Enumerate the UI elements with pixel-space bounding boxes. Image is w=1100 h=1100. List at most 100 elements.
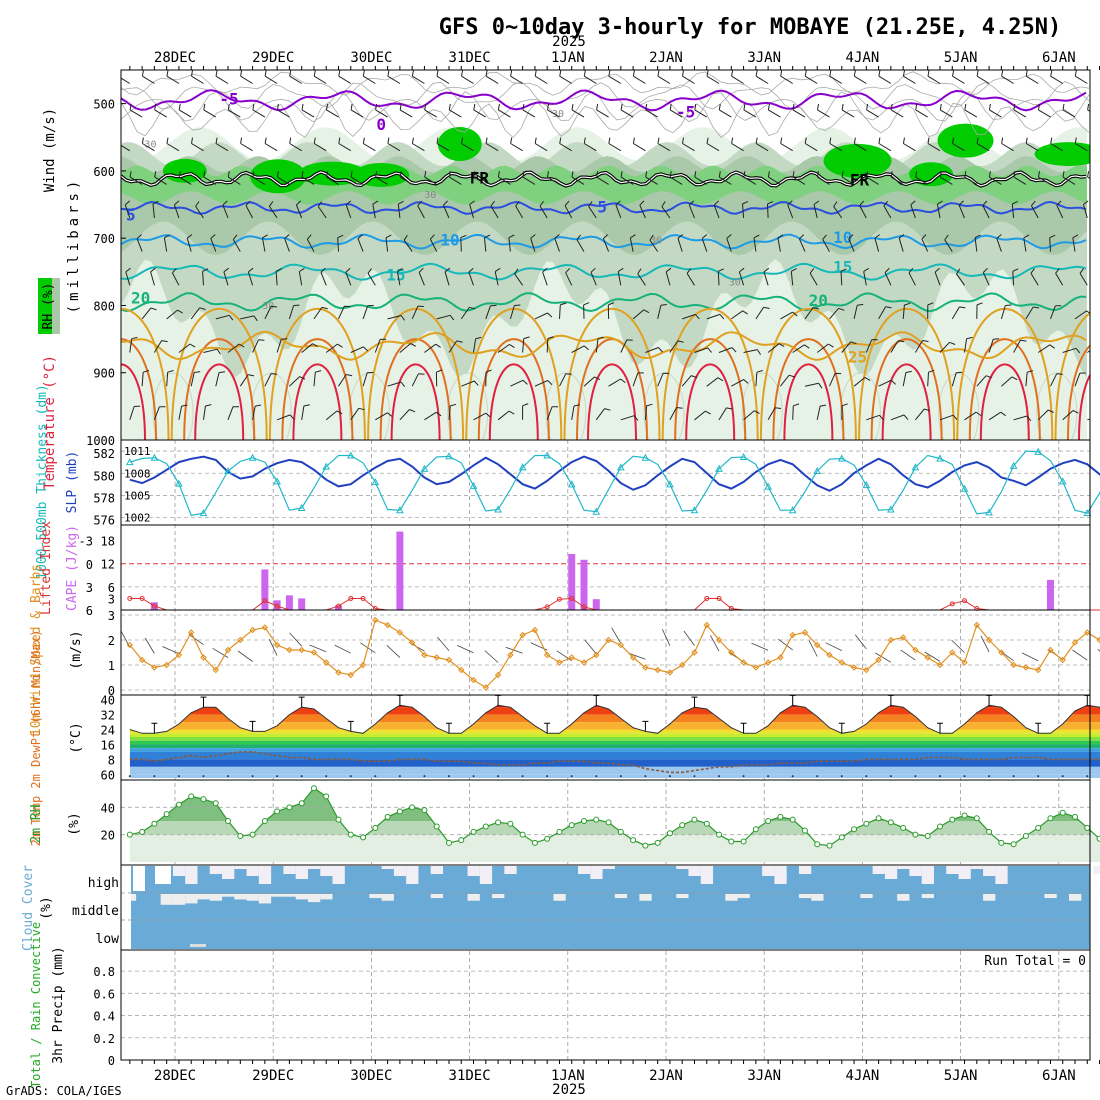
rh2m-marker: [274, 808, 281, 815]
wind-barb: [417, 200, 425, 219]
isotherm-35-arch: [390, 363, 441, 440]
cloud-background: [131, 866, 1090, 949]
slp-ytick: 1011: [124, 445, 151, 458]
isotherm-35-arch: [881, 363, 932, 440]
cloud-mid-gap: [295, 894, 308, 900]
rh-contour-line: [121, 71, 1090, 96]
wind-barb: [883, 200, 892, 219]
wind-barb: [790, 268, 797, 286]
wind-barb: [166, 70, 180, 84]
isotherm-minus5: [121, 89, 1087, 112]
day-label-top: 29DEC: [252, 50, 294, 66]
wind-barb: [629, 234, 636, 252]
wind-barb: [731, 379, 749, 387]
isotherm-label: 5: [126, 206, 136, 225]
rh2m-marker: [1047, 815, 1054, 822]
wind10-marker: [310, 649, 318, 656]
wind-barb: [1049, 234, 1056, 252]
rh2m-marker: [360, 834, 367, 841]
temp-band: [129, 748, 1100, 752]
slp-series-line: [129, 450, 1100, 517]
temp-base-dot: [767, 775, 770, 778]
rh-blob: [1034, 142, 1090, 167]
wind-barb: [301, 404, 310, 420]
temp-minmax-whisker: [495, 694, 502, 706]
temp-minmax-whisker: [200, 696, 207, 708]
wind-barb: [936, 200, 943, 219]
wind-barb: [976, 70, 990, 84]
day-label-top: 28DEC: [154, 50, 196, 66]
wind-barb: [534, 380, 553, 387]
lifted-index-marker: [262, 598, 268, 604]
wind-barb: [252, 404, 262, 420]
wind-barb: [1001, 137, 1014, 152]
wind10-marker: [580, 659, 588, 666]
rh2m-panel: 40 20: [101, 785, 1100, 862]
temp-minmax-whisker: [298, 696, 305, 708]
temp-minmax-whisker: [789, 694, 796, 706]
wind-barb: [448, 403, 457, 420]
temp-base-dot: [619, 775, 622, 778]
panel-frame: [120, 439, 1091, 526]
wind-barb: [195, 201, 204, 219]
wind-barb: [166, 370, 174, 387]
wind10-panel: 3 2 1 0: [108, 609, 1100, 698]
isotherm-25-arch: [563, 307, 661, 440]
wind10-marker: [286, 646, 293, 654]
wind-barb: [686, 268, 695, 286]
wind-barb: [367, 268, 376, 286]
wind10-marker: [470, 676, 477, 684]
wind-barb: [809, 268, 818, 286]
rh2m-marker: [654, 839, 661, 846]
temp-band: [129, 759, 1100, 767]
wind10-barb: [237, 650, 253, 662]
cloud-high-gap: [295, 866, 308, 879]
wind10-marker: [433, 654, 440, 661]
slp-marker: [346, 451, 355, 459]
day-label-bottom: 1JAN: [551, 1068, 585, 1084]
rh2m-marker: [691, 816, 698, 823]
rh-blob: [250, 159, 307, 194]
slp-marker: [1083, 509, 1092, 517]
temp2m-ytick: 8: [108, 753, 115, 767]
wind-barb: [677, 234, 684, 252]
wind-barb: [1030, 268, 1039, 286]
slp-label: SLP (mb): [65, 451, 80, 514]
wind10-marker: [298, 646, 305, 654]
wind10-marker: [838, 659, 845, 666]
wind-barb: [915, 408, 931, 421]
wind-barb: [497, 171, 511, 185]
upper-air-ytick: 500: [93, 98, 115, 112]
wind-barb: [247, 267, 254, 286]
wind10-marker: [1010, 661, 1017, 669]
isotherm-35-arch: [121, 363, 146, 440]
wind-barb: [706, 70, 720, 84]
wind-barb: [974, 234, 981, 252]
wind-barb: [1079, 268, 1088, 286]
wind-barb: [988, 103, 1002, 118]
cloud-high-gap: [983, 866, 996, 876]
wind-barb: [694, 347, 712, 353]
rh2m-marker: [1072, 813, 1079, 820]
day-label-bottom: 5JAN: [944, 1068, 978, 1084]
wind-barb: [399, 343, 417, 353]
wind10-marker: [187, 629, 195, 636]
wind-barb: [608, 137, 622, 152]
wind-barb: [731, 310, 748, 320]
wind10-barb: [951, 639, 965, 653]
wind-barb: [939, 103, 953, 118]
wind-barb: [485, 137, 499, 152]
wind10-marker: [740, 659, 747, 666]
wind-barb: [203, 348, 221, 355]
wind10-marker: [151, 664, 158, 671]
isotherm-label: -5: [219, 89, 238, 108]
wind-barb: [865, 339, 878, 353]
wind-barb: [755, 137, 769, 152]
wind-barb: [222, 200, 229, 219]
temp-band: [129, 733, 1100, 737]
wind-barb: [620, 103, 634, 118]
wind-barb: [669, 407, 683, 421]
cloud-high-gap: [909, 866, 922, 876]
cloud-mid-gap: [639, 894, 652, 901]
isotherm-label: 15: [833, 257, 852, 276]
